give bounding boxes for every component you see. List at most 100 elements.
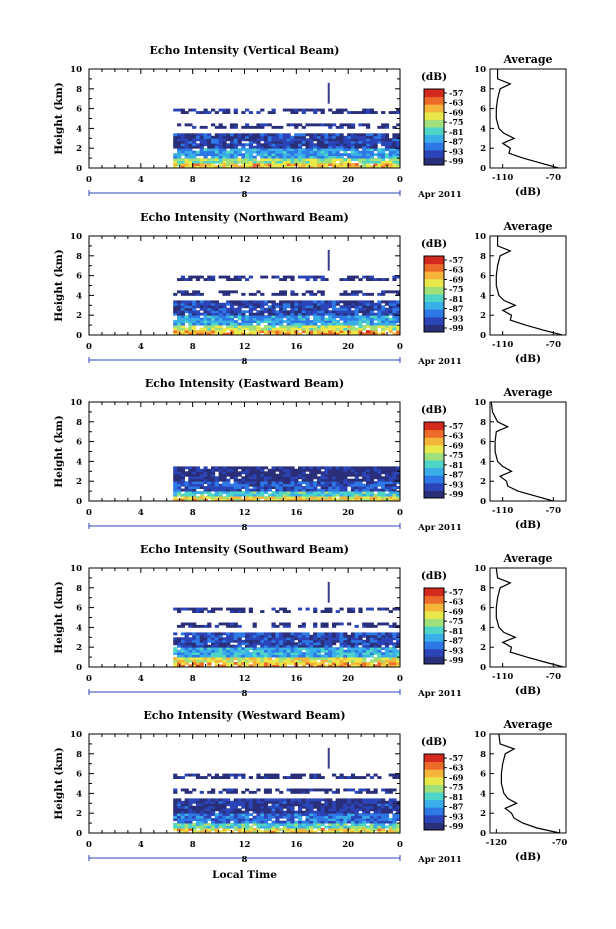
heatmap-cell bbox=[184, 647, 189, 651]
heatmap-cell bbox=[260, 642, 265, 646]
heatmap-cell bbox=[309, 649, 314, 653]
heatmap-cell bbox=[252, 330, 257, 333]
heatmap-cell bbox=[267, 478, 272, 482]
heatmap-cell bbox=[248, 143, 253, 147]
heatmap-cell bbox=[396, 639, 401, 643]
heatmap-cell bbox=[309, 664, 314, 668]
heatmap-cell bbox=[396, 825, 401, 829]
heatmap-cell bbox=[229, 278, 235, 281]
heatmap-cell bbox=[252, 135, 257, 139]
heatmap-cell bbox=[237, 637, 242, 641]
heatmap-cell bbox=[350, 825, 356, 829]
heatmap-cell bbox=[366, 820, 371, 824]
heatmap-cell bbox=[396, 473, 401, 477]
heatmap-cell bbox=[282, 310, 287, 314]
heatmap-cell bbox=[388, 830, 393, 834]
heatmap-cell bbox=[305, 659, 310, 663]
heatmap-cell bbox=[347, 610, 352, 613]
average-title: Average bbox=[502, 552, 552, 565]
heatmap-cell bbox=[199, 133, 204, 137]
heatmap-cell bbox=[324, 468, 329, 472]
heatmap-cell bbox=[233, 488, 238, 492]
heatmap-cell bbox=[279, 466, 284, 470]
heatmap-cell bbox=[218, 659, 223, 663]
heatmap-cell bbox=[248, 125, 253, 129]
heatmap-cell bbox=[286, 634, 291, 638]
heatmap-cell bbox=[199, 481, 204, 485]
heatmap-cell bbox=[241, 647, 246, 651]
heatmap-cell bbox=[335, 322, 340, 326]
heatmap-cell bbox=[328, 476, 333, 480]
heatmap-cell bbox=[343, 498, 348, 502]
heatmap-cell bbox=[211, 808, 216, 812]
heatmap-cell bbox=[192, 307, 197, 311]
heatmap-cell bbox=[252, 138, 257, 142]
heatmap-cell bbox=[260, 644, 265, 648]
heatmap-cell bbox=[298, 659, 303, 663]
heatmap-cell bbox=[392, 153, 397, 157]
heatmap-cell bbox=[384, 310, 390, 314]
heatmap-cell bbox=[350, 315, 356, 319]
x-tick-label: 8 bbox=[190, 175, 196, 185]
heatmap-cell bbox=[316, 466, 322, 470]
heatmap-cell bbox=[328, 607, 333, 611]
heatmap-cell bbox=[252, 486, 257, 489]
heatmap-cell bbox=[279, 315, 284, 319]
heatmap-cell bbox=[188, 275, 193, 279]
y-axis-label: Height (km) bbox=[53, 415, 65, 487]
heatmap-cell bbox=[343, 798, 348, 802]
heatmap-cell bbox=[335, 153, 340, 157]
heatmap-cell bbox=[237, 808, 242, 812]
heatmap-cell bbox=[290, 493, 295, 497]
heatmap-cell bbox=[309, 275, 314, 279]
heatmap-cell bbox=[260, 800, 265, 804]
heatmap-cell bbox=[343, 163, 348, 166]
heatmap-cell bbox=[184, 158, 189, 161]
heatmap-cell bbox=[324, 123, 329, 127]
heatmap-cell bbox=[267, 163, 272, 166]
heatmap-cell bbox=[350, 818, 356, 821]
heatmap-cell bbox=[332, 818, 337, 821]
heatmap-cell bbox=[347, 664, 352, 668]
heatmap-cell bbox=[173, 468, 178, 472]
heatmap-cell bbox=[294, 125, 299, 129]
average-y-tick-label: 6 bbox=[480, 604, 486, 614]
heatmap-cell bbox=[320, 145, 325, 149]
heatmap-cell bbox=[354, 165, 359, 169]
heatmap-cell bbox=[177, 325, 182, 328]
heatmap-cell bbox=[282, 278, 287, 281]
heatmap-cell bbox=[362, 496, 367, 499]
heatmap-cell bbox=[320, 300, 325, 304]
heatmap-cell bbox=[271, 478, 276, 482]
heatmap-cell bbox=[192, 125, 197, 129]
heatmap-cell bbox=[305, 825, 310, 829]
heatmap-cell bbox=[229, 305, 235, 309]
heatmap-cell bbox=[384, 312, 390, 316]
heatmap-cell bbox=[286, 330, 291, 333]
heatmap-cell bbox=[275, 820, 280, 824]
heatmap-cell bbox=[358, 330, 363, 333]
heatmap-cell bbox=[347, 145, 352, 149]
heatmap-cell bbox=[369, 320, 374, 323]
heatmap-cell bbox=[252, 466, 257, 470]
heatmap-cell bbox=[377, 657, 382, 660]
heatmap-cell bbox=[282, 290, 287, 294]
heatmap-cell bbox=[373, 466, 378, 470]
heatmap-cell bbox=[271, 649, 276, 653]
heatmap-cell bbox=[384, 325, 390, 328]
heatmap-cell bbox=[313, 483, 318, 487]
heatmap-cell bbox=[366, 275, 371, 279]
heatmap-cell bbox=[241, 830, 246, 834]
heatmap-cell bbox=[207, 649, 212, 653]
heatmap-cell bbox=[335, 150, 340, 154]
heatmap-cell bbox=[211, 275, 216, 279]
heatmap-cell bbox=[366, 332, 371, 336]
heatmap-cell bbox=[320, 642, 325, 646]
heatmap-cell bbox=[347, 634, 352, 638]
heatmap-cell bbox=[177, 652, 182, 655]
heatmap-cell bbox=[192, 290, 197, 294]
heatmap-cell bbox=[214, 815, 219, 819]
heatmap-cell bbox=[267, 148, 272, 152]
heatmap-cell bbox=[388, 820, 393, 824]
heatmap-cell bbox=[279, 125, 284, 129]
